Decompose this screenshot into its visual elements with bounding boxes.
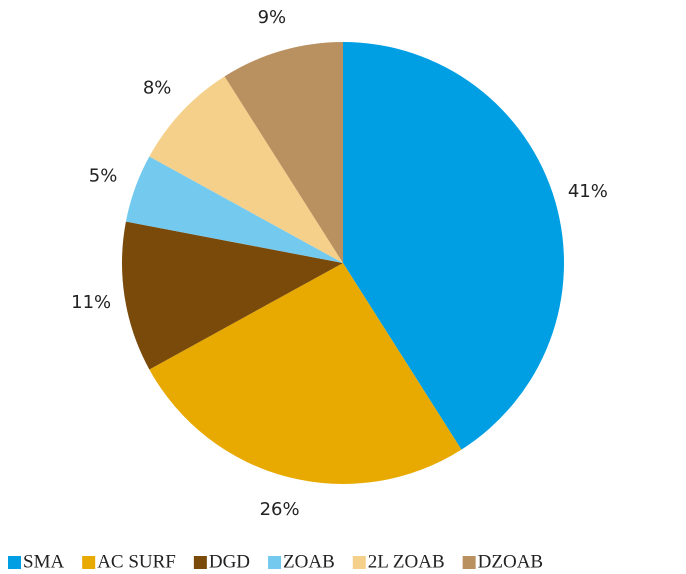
legend-swatch <box>268 556 282 569</box>
data-label: 9% <box>258 7 287 28</box>
legend-label: DGD <box>209 551 250 572</box>
legend-swatch <box>462 556 476 569</box>
pie-slice <box>125 156 343 263</box>
legend-label: SMA <box>23 551 64 572</box>
data-label: 41% <box>568 181 608 202</box>
legend-label: ZOAB <box>283 551 335 572</box>
pie-slice <box>343 42 565 450</box>
legend-swatch <box>352 556 366 569</box>
pie-slice <box>224 42 343 263</box>
data-label: 8% <box>143 77 172 98</box>
legend-swatch <box>193 556 207 569</box>
legend-label: 2L ZOAB <box>368 551 445 572</box>
data-label: 26% <box>260 499 300 520</box>
pie-slice <box>149 263 462 484</box>
pie-slice <box>122 221 344 370</box>
legend-label: DZOAB <box>478 551 543 572</box>
legend-label: AC SURF <box>97 551 176 572</box>
pie-slice <box>149 76 343 263</box>
legend-swatch <box>8 556 21 569</box>
data-label: 5% <box>89 166 118 187</box>
data-label: 11% <box>71 292 111 313</box>
legend-swatch <box>82 556 96 569</box>
